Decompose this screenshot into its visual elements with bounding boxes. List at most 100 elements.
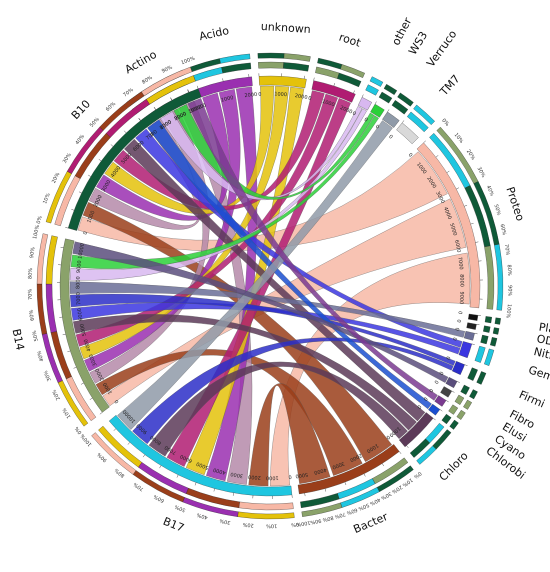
ring-outer-elusi-0 bbox=[463, 399, 472, 410]
pct-label-b14-6: 60% bbox=[29, 309, 36, 321]
pct-label-b10-2: 20% bbox=[51, 171, 61, 184]
chord-ws3-b14 bbox=[70, 115, 379, 269]
pct-label-b17-9: 90% bbox=[96, 451, 108, 463]
tick-b17-7 bbox=[159, 465, 162, 469]
tick-label-root-1: 1000 bbox=[321, 99, 335, 109]
ring-inner-od1-0 bbox=[483, 325, 491, 333]
tick-acido-0 bbox=[196, 85, 199, 89]
tick-label-b14-5: 5000 bbox=[79, 323, 88, 337]
tick-label-unknown-2: 2000 bbox=[294, 93, 308, 101]
tick-label-b17-7: 7000 bbox=[164, 444, 178, 456]
tick-label-other-0: 0 bbox=[351, 110, 356, 117]
tick-label-bacter-1: 1000 bbox=[365, 442, 379, 454]
ring-outer-bacter-2 bbox=[301, 502, 343, 517]
pct-label-proteo-2: 20% bbox=[465, 149, 476, 162]
pct-label-b17-1: 10% bbox=[266, 522, 277, 528]
chord-proteo-b10 bbox=[77, 151, 448, 252]
pct-label-b10-7: 70% bbox=[122, 87, 135, 99]
ring-inner-b17-0 bbox=[238, 501, 294, 511]
segment-label-acido: Acido bbox=[198, 24, 231, 43]
tick-b10-2 bbox=[78, 191, 82, 194]
ring-outer-acido-1 bbox=[219, 53, 251, 64]
segment-arc-ws3 bbox=[370, 103, 385, 118]
ring-inner-nitro-0 bbox=[480, 334, 489, 345]
tick-label-b14-8: 8000 bbox=[75, 276, 81, 289]
tick-b17-6 bbox=[176, 474, 179, 478]
pct-label-proteo-6: 60% bbox=[499, 224, 508, 236]
tick-b17-9 bbox=[127, 442, 130, 445]
tick-proteo-6 bbox=[475, 241, 479, 243]
segment-arc-plancto bbox=[468, 313, 479, 321]
segment-arc-firmi bbox=[451, 361, 465, 375]
pct-label-bacter-6: 60% bbox=[345, 506, 358, 516]
ring-outer-nitro-0 bbox=[490, 337, 498, 347]
tick-label-b10-8: 8000 bbox=[159, 119, 173, 131]
tick-label-b10-1: 1000 bbox=[86, 210, 96, 224]
segment-arc-cyano bbox=[434, 395, 447, 407]
pct-label-bacter-2: 20% bbox=[390, 484, 403, 495]
ring-inner-b17-3 bbox=[98, 425, 143, 468]
ring-outer-b10-3 bbox=[141, 66, 193, 97]
tick-label-root-2: 2000 bbox=[339, 105, 353, 116]
chord-bacter-b17 bbox=[248, 383, 331, 487]
tick-b10-1 bbox=[71, 209, 75, 211]
ring-inner-verruco-0 bbox=[391, 100, 409, 115]
pct-label-proteo-9: 90% bbox=[506, 285, 512, 296]
tick-label-proteo-3: 3000 bbox=[434, 191, 445, 205]
tick-bacter-2 bbox=[363, 473, 366, 477]
segment-arc-b14 bbox=[59, 238, 110, 413]
tick-chlorobi-0 bbox=[439, 409, 443, 412]
tick-b17-10 bbox=[113, 428, 117, 431]
ring-inner-acido-1 bbox=[221, 62, 252, 74]
segment-arc-tm7 bbox=[396, 122, 419, 145]
ring-outer-od1-0 bbox=[492, 327, 500, 335]
tick-label-b10-9: 9000 bbox=[174, 111, 188, 122]
ring-outer-tm7-0 bbox=[413, 104, 435, 125]
tick-label-proteo-5: 5000 bbox=[448, 223, 457, 237]
ring-inner-root-1 bbox=[337, 72, 362, 88]
tick-label-b14-4: 4000 bbox=[83, 338, 93, 352]
tick-b10-6 bbox=[123, 130, 127, 134]
segment-arc-nitro bbox=[463, 331, 475, 341]
segment-arc-bacter bbox=[297, 444, 400, 495]
tick-b10-0 bbox=[65, 227, 69, 229]
pct-label-b14-4: 40% bbox=[36, 350, 45, 363]
pct-label-proteo-5: 50% bbox=[493, 204, 502, 217]
outer-rings bbox=[36, 52, 504, 520]
ring-outer-chloro-1 bbox=[416, 445, 437, 465]
tick-label-b17-4: 4000 bbox=[213, 466, 227, 475]
tick-gemmati-0 bbox=[471, 343, 475, 345]
pct-label-b17-10: 100% bbox=[79, 432, 93, 447]
ring-outer-b14-2 bbox=[36, 283, 48, 335]
tick-label-acido-2: 2000 bbox=[244, 92, 257, 99]
segment-arc-verruco bbox=[382, 111, 400, 128]
segment-label-chloro: Chloro bbox=[437, 449, 471, 484]
tick-label-acido-0: 0 bbox=[202, 103, 207, 110]
ring-outer-b17-3 bbox=[91, 432, 137, 475]
ring-outer-other-0 bbox=[369, 76, 384, 87]
ring-inner-chloro-1 bbox=[409, 438, 430, 458]
chord-other-b10 bbox=[160, 106, 363, 200]
tick-label-proteo-2: 2000 bbox=[425, 176, 437, 190]
ring-inner-chlorobi-0 bbox=[441, 413, 452, 425]
tick-label-b17-5: 5000 bbox=[196, 460, 210, 470]
tick-label-b10-10: 10000 bbox=[188, 103, 205, 115]
pct-label-bacter-8: 80% bbox=[322, 514, 334, 523]
pct-label-b14-3: 30% bbox=[43, 369, 53, 382]
pct-label-b17-8: 80% bbox=[114, 467, 127, 479]
tick-bacter-0 bbox=[399, 451, 402, 454]
tick-label-gemmati-0: 0 bbox=[451, 336, 458, 341]
chord-chloro-b17 bbox=[148, 361, 408, 457]
pct-label-bacter-7: 70% bbox=[334, 511, 347, 520]
segment-label-b10: B10 bbox=[69, 97, 93, 122]
ring-inner-firmi-0 bbox=[467, 367, 478, 381]
tick-actino-3 bbox=[187, 89, 189, 93]
chord-gemmati-b10 bbox=[135, 128, 463, 348]
ring-outer-unknown-0 bbox=[257, 52, 285, 59]
segment-arc-chloro bbox=[398, 412, 434, 448]
tick-chloro-0 bbox=[433, 418, 436, 421]
tick-nitro-0 bbox=[474, 333, 478, 335]
segment-arc-proteo bbox=[416, 142, 481, 309]
pct-label-b14-1: 10% bbox=[61, 406, 72, 419]
chord-acido-b17 bbox=[206, 86, 258, 482]
